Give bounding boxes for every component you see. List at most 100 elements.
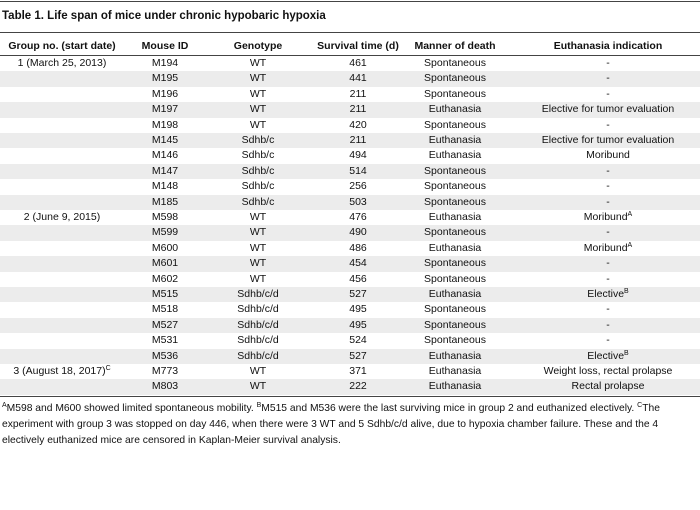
cell-text: - [606, 118, 610, 131]
cell: WT [249, 87, 267, 100]
cell: Spontaneous [424, 57, 486, 69]
cell-text: - [606, 226, 610, 239]
column-header: Genotype [233, 40, 283, 52]
cell: M146 [151, 149, 179, 162]
title-rule [0, 32, 700, 33]
cell: Euthanasia [428, 288, 482, 300]
cell: - [606, 87, 610, 102]
cell: Spontaneous [424, 334, 486, 347]
cell-text: - [606, 87, 610, 100]
cell-text: Rectal prolapse [571, 380, 645, 393]
cell: M518 [151, 303, 179, 316]
cell: M773 [151, 365, 179, 377]
row-band [0, 379, 700, 395]
cell: Spontaneous [424, 72, 486, 85]
cell-text: 1 (March 25, 2013) [17, 57, 107, 69]
cell-text: - [606, 57, 610, 69]
cell: Sdhb/c [241, 195, 275, 208]
row-band [0, 163, 700, 180]
cell: WT [249, 257, 267, 270]
cell-text: Moribund [583, 241, 628, 254]
cell: Sdhb/c [241, 149, 275, 162]
cell-text: - [606, 272, 610, 285]
row-band [0, 71, 700, 87]
cell: 256 [349, 180, 367, 193]
cell: Spontaneous [424, 272, 486, 285]
cell: M148 [151, 180, 179, 193]
cell: ElectiveB [587, 287, 628, 302]
footnote-marker: C [637, 402, 643, 409]
group-cell: 2 (June 9, 2015) [24, 210, 100, 225]
cell: M536 [151, 349, 179, 362]
cell: 495 [349, 303, 367, 316]
cell: 371 [349, 365, 367, 377]
footnotes: AM598 and M600 showed limited spontaneou… [2, 401, 694, 449]
cell: MoribundA [584, 210, 632, 225]
superscript: B [624, 349, 629, 357]
cell: M196 [151, 87, 179, 100]
cell: - [606, 118, 610, 133]
cell: M531 [151, 334, 179, 347]
row-band [0, 287, 700, 303]
cell: M599 [151, 226, 179, 239]
cell: M194 [151, 57, 179, 69]
cell: ElectiveB [587, 349, 628, 364]
row-band [0, 102, 700, 118]
cell: Euthanasia [428, 211, 482, 223]
cell: - [606, 225, 610, 240]
cell: WT [249, 211, 267, 223]
cell: 222 [349, 380, 367, 393]
cell: WT [249, 380, 267, 393]
cell: Rectal prolapse [572, 379, 645, 394]
cell-text: - [606, 164, 610, 177]
cell: M145 [151, 134, 179, 146]
cell: WT [249, 365, 267, 377]
cell: 211 [349, 134, 367, 146]
cell: 211 [349, 87, 367, 100]
footnote-marker: B [256, 402, 262, 409]
row-band [0, 194, 700, 210]
table-title: Table 1. Life span of mice under chronic… [2, 10, 326, 22]
cell: M198 [151, 118, 179, 131]
cell-text: Elective [587, 288, 625, 300]
cell: Spontaneous [424, 318, 486, 331]
cell-text: - [606, 303, 610, 316]
cell: M803 [151, 380, 179, 393]
cell: Sdhb/c/d [237, 288, 279, 300]
superscript: C [105, 365, 111, 372]
cell: M195 [151, 72, 179, 85]
column-header: Group no. (start date) [8, 40, 116, 52]
cell: WT [249, 226, 267, 239]
cell: WT [249, 103, 267, 116]
cell-text: - [606, 72, 610, 85]
row-band [0, 317, 700, 334]
cell-text: Elective [587, 349, 625, 362]
cell: Spontaneous [424, 303, 486, 316]
cell: 490 [349, 226, 367, 239]
cell-text: Weight loss, rectal prolapse [543, 365, 673, 377]
row-band [0, 133, 700, 149]
cell: 527 [349, 349, 367, 362]
cell: WT [249, 72, 267, 85]
cell: - [606, 318, 610, 333]
column-header: Euthanasia indication [553, 40, 663, 52]
cell: M185 [151, 195, 179, 208]
cell: Spontaneous [424, 87, 486, 100]
cell: Sdhb/c [241, 180, 275, 193]
cell: M598 [151, 211, 179, 223]
cell: Spontaneous [424, 257, 486, 270]
cell: Euthanasia [428, 365, 482, 377]
footnote-text: M598 and M600 showed limited spontaneous… [6, 403, 257, 414]
cell: Spontaneous [424, 195, 486, 208]
cell: - [606, 164, 610, 179]
superscript: B [624, 288, 629, 295]
cell-text: - [606, 318, 610, 331]
cell: 476 [349, 211, 367, 223]
cell-text: - [606, 195, 610, 208]
cell: Sdhb/c/d [237, 334, 279, 347]
cell: Spontaneous [424, 164, 486, 177]
row-band [0, 256, 700, 272]
cell: Sdhb/c [241, 164, 275, 177]
cell: - [606, 302, 610, 317]
cell: WT [249, 118, 267, 131]
